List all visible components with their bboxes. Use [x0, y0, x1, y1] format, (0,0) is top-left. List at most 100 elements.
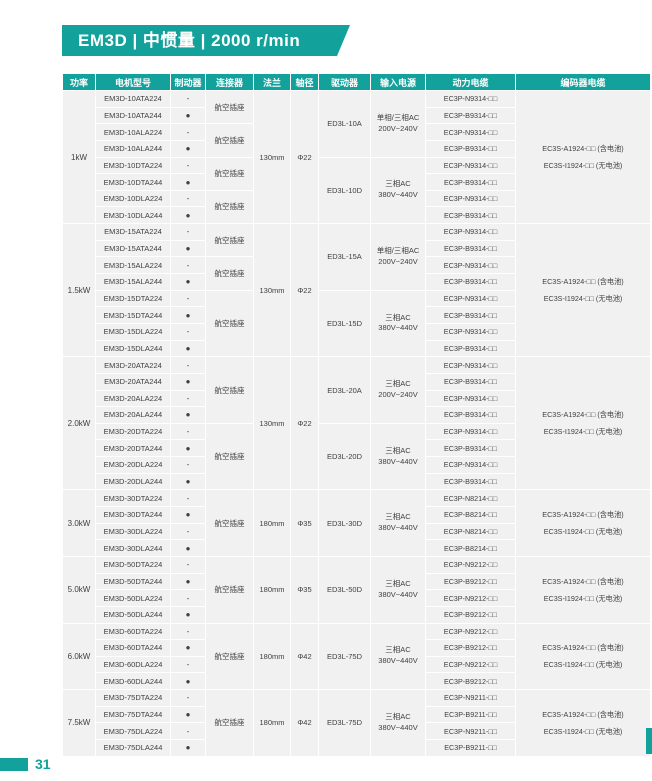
cell-encoder-cable: EC3S-A1924-□□ (含电池) EC3S-I1924-□□ (无电池): [515, 356, 651, 491]
cell-connector: 航空插座: [205, 189, 254, 225]
cell-flange-size: 180mm: [253, 489, 291, 557]
input-power-line: 380V~440V: [378, 722, 418, 732]
input-power-line: 380V~440V: [378, 190, 418, 200]
cell-brake-indicator: -: [170, 189, 206, 208]
cell-driver-model: ED3L-30D: [318, 489, 371, 557]
cell-input-power: 三相AC 380V~440V: [370, 689, 426, 757]
brake-mark: -: [186, 227, 190, 237]
cell-motor-model: EM3D-30DTA224: [95, 489, 171, 508]
cell-driver-model: ED3L-50D: [318, 555, 371, 624]
page-number: 31: [35, 756, 51, 772]
table-row: EM3D-75DTA244 ● EC3P-B9211-□□: [63, 705, 651, 724]
cell-input-power: 三相AC 380V~440V: [370, 156, 426, 225]
encoder-cable-line: EC3S-A1924-□□ (含电池): [542, 709, 624, 719]
input-power-line: 三相AC: [385, 445, 411, 455]
brake-mark: -: [186, 427, 190, 437]
cell-power-cable: EC3P-B9212-□□: [425, 672, 516, 691]
cell-power-rating: 1.5kW: [62, 223, 96, 358]
cell-power-cable: EC3P-B9314-□□: [425, 273, 516, 291]
cell-motor-model: EM3D-20DLA244: [95, 472, 171, 491]
brake-mark: ●: [185, 510, 191, 520]
cell-driver-model: ED3L-10A: [318, 90, 371, 158]
cell-driver-model: ED3L-15D: [318, 289, 371, 358]
encoder-cable-line: EC3S-A1924-□□ (含电池): [542, 576, 624, 586]
cell-motor-model: EM3D-10ATA224: [95, 90, 171, 108]
brake-mark: ●: [185, 710, 191, 720]
cell-encoder-cable: EC3S-A1924-□□ (含电池) EC3S-I1924-□□ (无电池): [515, 223, 651, 358]
cell-power-cable: EC3P-N9211-□□: [425, 689, 516, 707]
spec-table-body: 1kW EM3D-10ATA224- 航空插座 130mm Φ22 ED3L-10A 单相/…: [62, 89, 651, 757]
table-row: EM3D-50DTA244 ● EC3P-B9212-□□: [63, 572, 651, 591]
cell-encoder-cable: EC3S-A1924-□□ (含电池) EC3S-I1924-□□ (无电池): [515, 622, 651, 691]
cell-connector: 航空插座: [205, 289, 254, 358]
cell-motor-model: EM3D-10ALA224: [95, 123, 171, 141]
encoder-cable-line: EC3S-I1924-□□ (无电池): [543, 726, 623, 736]
cell-power-cable: EC3P-B9211-□□: [425, 738, 516, 757]
cell-brake-indicator: ●: [170, 406, 206, 424]
cell-brake-indicator: -: [170, 655, 206, 674]
cell-encoder-cable: EC3S-A1924-□□ (含电池) EC3S-I1924-□□ (无电池): [515, 89, 651, 225]
cell-driver-model: ED3L-15A: [318, 223, 371, 291]
input-power-line: 单相/三相AC: [376, 112, 420, 122]
cell-input-power: 三相AC 380V~440V: [370, 555, 426, 624]
cell-motor-model: EM3D-50DLA244: [95, 605, 171, 624]
cell-motor-model: EM3D-75DTA224: [95, 689, 171, 707]
brake-mark: -: [186, 693, 190, 703]
cell-motor-model: EM3D-20ATA244: [95, 372, 171, 391]
encoder-cable-line: EC3S-A1924-□□ (含电池): [542, 643, 624, 653]
brake-mark: ●: [185, 610, 191, 620]
cell-power-cable: EC3P-B9314-□□: [425, 339, 516, 358]
cell-shaft-diameter: Φ22: [290, 356, 319, 491]
cell-motor-model: EM3D-50DLA224: [95, 589, 171, 607]
column-header-3: 连接器: [205, 73, 254, 91]
cell-power-cable: EC3P-N9212-□□: [425, 655, 516, 674]
brake-mark: ●: [185, 676, 191, 686]
column-header-5: 轴径: [290, 73, 319, 91]
cell-encoder-cable: EC3S-A1924-□□ (含电池) EC3S-I1924-□□ (无电池): [515, 689, 651, 757]
brake-mark: -: [186, 360, 190, 370]
cell-power-cable: EC3P-B9314-□□: [425, 173, 516, 191]
table-row: EM3D-20DLA224 - EC3P-N9314-□□: [63, 456, 651, 474]
cell-power-rating: 6.0kW: [62, 622, 96, 691]
input-power-line: 380V~440V: [378, 523, 418, 533]
table-row: EM3D-50DLA224 - EC3P-N9212-□□: [63, 589, 651, 607]
column-header-4: 法兰: [253, 73, 291, 91]
cell-brake-indicator: -: [170, 156, 206, 175]
cell-brake-indicator: -: [170, 456, 206, 474]
cell-motor-model: EM3D-10DTA224: [95, 156, 171, 175]
cell-power-cable: EC3P-N9314-□□: [425, 223, 516, 241]
brake-mark: -: [186, 626, 190, 636]
cell-power-cable: EC3P-B9212-□□: [425, 639, 516, 657]
cell-brake-indicator: -: [170, 489, 206, 508]
cell-input-power: 单相/三相AC 200V~240V: [370, 223, 426, 291]
encoder-cable-line: EC3S-A1924-□□ (含电池): [542, 510, 624, 520]
encoder-cable-line: EC3S-I1924-□□ (无电池): [543, 161, 623, 171]
cell-driver-model: ED3L-20D: [318, 422, 371, 491]
brake-mark: ●: [185, 310, 191, 320]
cell-motor-model: EM3D-20ATA224: [95, 356, 171, 374]
cell-shaft-diameter: Φ35: [290, 489, 319, 557]
cell-motor-model: EM3D-60DTA224: [95, 622, 171, 641]
table-row: EM3D-10DTA244 ● EC3P-B9314-□□: [63, 173, 651, 191]
cell-connector: 航空插座: [205, 356, 254, 424]
cell-power-cable: EC3P-B9314-□□: [425, 439, 516, 458]
input-power-line: 380V~440V: [378, 323, 418, 333]
cell-power-cable: EC3P-N9212-□□: [425, 555, 516, 574]
input-power-line: 三相AC: [385, 645, 411, 655]
brake-mark: ●: [185, 377, 191, 387]
cell-brake-indicator: ●: [170, 639, 206, 657]
cell-brake-indicator: -: [170, 90, 206, 108]
cell-motor-model: EM3D-20DTA224: [95, 422, 171, 441]
cell-driver-model: ED3L-10D: [318, 156, 371, 225]
cell-brake-indicator: ●: [170, 605, 206, 624]
series-title-banner: EM3D | 中惯量 | 2000 r/min: [62, 25, 350, 56]
cell-power-cable: EC3P-B8214-□□: [425, 506, 516, 524]
cell-flange-size: 130mm: [253, 89, 291, 225]
cell-power-cable: EC3P-N9314-□□: [425, 422, 516, 441]
table-row: 2.0kW EM3D-20ATA224- 航空插座 130mm Φ22 ED3L-20A 三…: [62, 356, 651, 491]
cell-power-rating: 3.0kW: [62, 489, 96, 557]
input-power-line: 380V~440V: [378, 656, 418, 666]
input-power-line: 三相AC: [385, 512, 411, 522]
cell-encoder-cable: EC3S-A1924-□□ (含电池) EC3S-I1924-□□ (无电池): [515, 489, 651, 557]
table-row: EM3D-15DLA244 ● EC3P-B9314-□□: [63, 339, 651, 358]
